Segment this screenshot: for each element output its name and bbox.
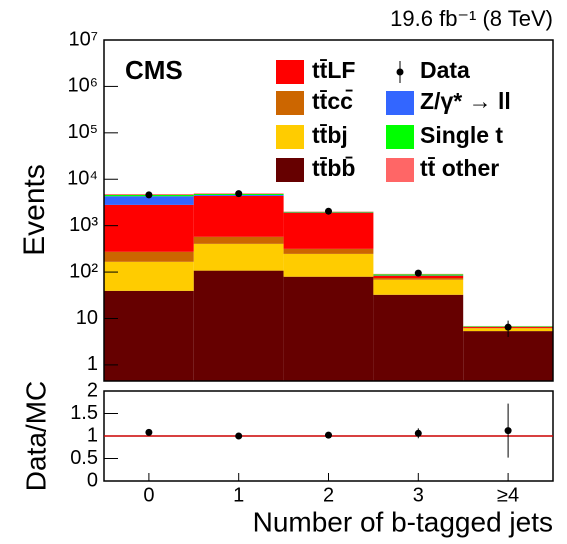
bar-segment: [193, 195, 284, 237]
ratio-y-tick-label: 0.5: [70, 447, 98, 469]
legend-label: tt̄bj: [312, 122, 348, 148]
bar-segment: [373, 294, 464, 381]
y-tick-label: 10⁴: [67, 168, 98, 190]
bar-segment: [104, 261, 194, 291]
luminosity-label: 19.6 fb⁻¹ (8 TeV): [390, 6, 553, 31]
y-tick-label: 10⁷: [69, 28, 98, 50]
ratio-y-tick-label: 2: [87, 379, 98, 401]
ratio-axis-label: Data/MC: [20, 381, 51, 491]
x-tick-label: 3: [413, 484, 424, 506]
legend-label: tt̄ other: [420, 155, 499, 181]
y-tick-label: 10²: [69, 260, 98, 282]
y-tick-label: 1: [87, 353, 98, 375]
cms-label: CMS: [125, 55, 183, 85]
legend-swatch: [276, 158, 304, 182]
legend-swatch: [386, 158, 414, 182]
legend-swatch: [386, 125, 414, 149]
legend-label: tt̄LF: [312, 57, 355, 83]
bar-segment: [373, 279, 464, 295]
x-tick-label: 1: [233, 484, 244, 506]
data-point: [504, 323, 512, 331]
bar-segment: [283, 248, 374, 254]
y-tick-label: 10⁶: [68, 75, 98, 97]
x-tick-label: 0: [143, 484, 154, 506]
legend-label: Single t: [420, 122, 503, 148]
bar-segment: [104, 204, 194, 252]
ratio-y-tick-label: 1.5: [70, 402, 98, 424]
bar-segment: [104, 196, 194, 205]
legend-swatch: [276, 91, 304, 115]
data-point: [325, 207, 332, 215]
data-point: [414, 269, 422, 277]
ratio-point: [235, 432, 243, 440]
legend-swatch: [276, 60, 304, 84]
data-point: [235, 190, 243, 198]
bar-segment: [193, 270, 284, 381]
legend-swatch: [276, 125, 304, 149]
x-tick-label: ≥4: [497, 484, 519, 506]
legend-label: Z/γ* → ll: [420, 88, 511, 114]
ratio-point: [414, 429, 422, 437]
bar-segment: [193, 243, 284, 271]
legend-swatch: [386, 91, 414, 115]
y-axis-label: Events: [18, 164, 51, 256]
y-tick-label: 10³: [69, 214, 98, 236]
legend-label: tt̄cc̄: [312, 88, 353, 114]
x-tick-label: 2: [323, 484, 334, 506]
ratio-point: [145, 428, 153, 436]
data-point: [145, 191, 153, 199]
legend-label: tt̄bb̄: [312, 155, 355, 181]
plot-frame: [103, 39, 554, 382]
legend-data-marker: [396, 68, 404, 76]
bar-segment: [104, 251, 194, 262]
ratio-y-tick-label: 0: [87, 469, 98, 491]
bar-segment: [283, 212, 374, 249]
x-axis-label: Number of b-tagged jets: [253, 506, 553, 537]
bar-segment: [373, 278, 464, 280]
bar-segment: [283, 276, 374, 381]
ratio-point: [504, 427, 512, 435]
bar-segment: [373, 275, 464, 279]
bar-segment: [104, 290, 194, 381]
ratio-point: [325, 431, 332, 439]
legend-label: Data: [420, 57, 470, 83]
bar-segment: [193, 236, 284, 244]
bar-segment: [283, 253, 374, 277]
bar-segment: [463, 331, 553, 381]
y-tick-label: 10⁵: [67, 121, 98, 143]
y-tick-label: 10: [76, 307, 98, 329]
ratio-y-tick-label: 1: [87, 424, 98, 446]
